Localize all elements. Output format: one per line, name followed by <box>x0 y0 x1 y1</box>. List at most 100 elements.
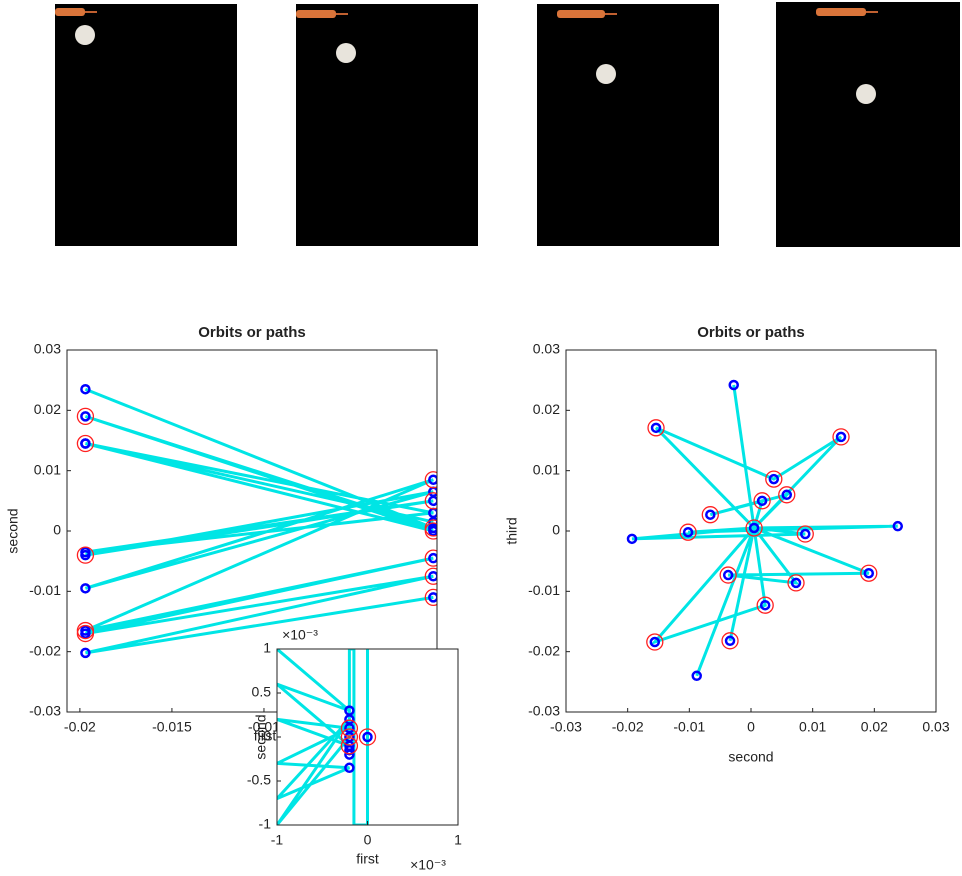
x-tick-label: 0 <box>747 719 755 735</box>
highlight-marker <box>646 633 664 651</box>
point-marker <box>649 636 661 648</box>
highlight-marker <box>424 492 437 510</box>
point-marker <box>80 647 91 659</box>
axes: -1 0 1-1-0.500.51firstsecond×10⁻³×10⁻³firs… <box>247 627 462 873</box>
point-marker <box>428 525 437 537</box>
x-tick-label: 0.01 <box>799 719 826 735</box>
highlight-marker <box>340 719 359 737</box>
point-marker <box>80 438 91 449</box>
point-marker <box>428 474 437 485</box>
point-marker <box>705 509 716 520</box>
highlight-marker <box>358 728 377 746</box>
frame <box>537 4 719 246</box>
x-tick-label: -0.02 <box>612 719 644 735</box>
x-tick-label: 1 <box>454 832 462 848</box>
highlight-marker <box>424 522 437 540</box>
chart-title: Orbits or paths <box>697 324 805 341</box>
highlight-marker <box>745 519 763 537</box>
x-tick-label: 0.03 <box>922 719 949 735</box>
x-tick-label: -0.015 <box>152 719 192 735</box>
chart-title: Orbits or paths <box>198 324 306 341</box>
x-tick-label: 0 <box>364 832 372 848</box>
y-tick-label: 1 <box>263 640 271 656</box>
annotation: first <box>254 728 277 744</box>
point-marker <box>682 526 694 538</box>
y-tick-label: -0.02 <box>528 642 560 658</box>
bat <box>816 8 866 16</box>
y-tick-label: -0.01 <box>528 582 560 598</box>
point-marker <box>626 533 638 545</box>
highlight-marker <box>76 434 95 453</box>
video-frames <box>55 2 960 247</box>
y-tick-label: 0 <box>53 522 61 538</box>
point-marker <box>428 571 437 582</box>
ball <box>596 64 616 84</box>
highlight-marker <box>76 546 95 564</box>
point-marker <box>362 731 373 743</box>
y-tick-label: 0.5 <box>252 684 272 700</box>
y-exponent: ×10⁻³ <box>282 627 318 643</box>
y-tick-label: -1 <box>259 816 272 832</box>
point-marker <box>728 379 739 391</box>
point-marker <box>863 567 875 579</box>
highlight-marker <box>719 566 737 584</box>
highlight-marker <box>832 428 850 446</box>
highlight-marker <box>765 470 783 488</box>
highlight-marker <box>340 728 359 746</box>
highlight-marker <box>860 564 878 582</box>
point-marker <box>691 670 702 682</box>
y-axis-label: third <box>504 517 520 544</box>
highlight-marker <box>796 525 814 543</box>
highlight-marker <box>787 574 805 592</box>
path-line <box>277 649 369 825</box>
point-marker <box>80 628 91 639</box>
y-tick-label: 0.03 <box>34 341 61 357</box>
x-axis-label: second <box>728 749 773 765</box>
y-tick-label: 0 <box>263 728 271 744</box>
y-tick-label: -0.01 <box>29 582 61 598</box>
point-marker <box>428 592 437 603</box>
ball <box>75 25 95 45</box>
y-tick-label: 0 <box>552 522 560 538</box>
x-tick-label: -0.01 <box>248 719 280 735</box>
bat <box>296 10 336 18</box>
y-tick-label: -0.02 <box>29 642 61 658</box>
bat <box>866 11 878 13</box>
point-marker <box>428 552 437 564</box>
x-tick-label: 0.02 <box>861 719 888 735</box>
ball <box>856 84 876 104</box>
point-marker <box>748 522 760 534</box>
highlight-marker <box>76 407 95 426</box>
point-marker <box>768 473 780 485</box>
plot <box>626 379 904 682</box>
point-marker <box>835 431 847 443</box>
frame <box>776 2 960 247</box>
highlight-marker <box>424 588 437 607</box>
plot <box>76 383 437 659</box>
x-tick-label: -0.02 <box>64 719 96 735</box>
x-tick-label: -0.01 <box>673 719 705 735</box>
point-marker <box>724 635 736 647</box>
bat <box>557 10 605 18</box>
highlight-marker <box>424 549 437 567</box>
point-marker <box>722 569 734 581</box>
highlight-marker <box>424 471 437 489</box>
x-tick-label: -1 <box>271 832 284 848</box>
x-axis-label: first <box>356 851 379 867</box>
ball <box>336 43 356 63</box>
y-tick-label: 0.02 <box>34 401 61 417</box>
bat <box>605 13 617 15</box>
y-axis-label: second <box>5 508 21 553</box>
point-marker <box>800 528 811 540</box>
point-marker <box>80 411 91 422</box>
y-axis-label: second <box>253 714 269 759</box>
highlight-marker <box>76 624 95 643</box>
point-marker <box>781 489 793 501</box>
point-marker <box>80 583 91 594</box>
point-marker <box>759 599 771 611</box>
x-tick-label: -0.03 <box>550 719 582 735</box>
highlight-marker <box>701 506 719 524</box>
point-marker <box>756 495 768 507</box>
y-tick-label: -0.03 <box>528 703 560 719</box>
